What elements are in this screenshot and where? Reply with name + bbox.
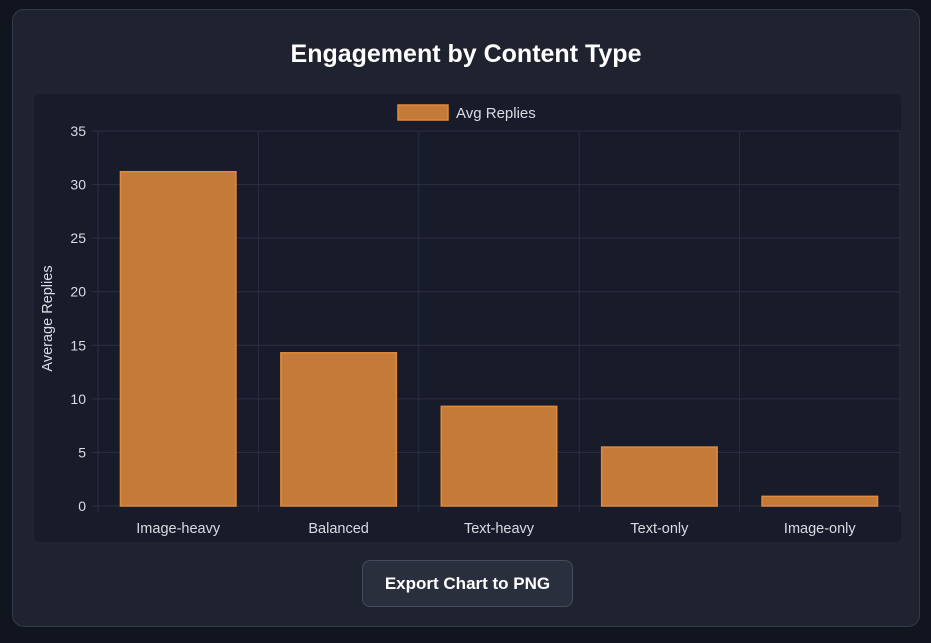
y-tick-label: 35 <box>70 123 86 139</box>
export-chart-button[interactable]: Export Chart to PNG <box>362 560 573 607</box>
chart-panel: 0 5 10 15 20 25 30 35 Image-heavy Balanced Text-he… <box>34 94 901 542</box>
y-tick-label: 0 <box>78 498 86 514</box>
y-tick-label: 10 <box>70 391 86 407</box>
x-tick-label: Balanced <box>308 521 368 537</box>
bar-image-only[interactable] <box>761 495 879 507</box>
x-tick-label: Image-heavy <box>136 521 221 537</box>
bar-text-heavy[interactable] <box>440 405 558 507</box>
bar-balanced[interactable] <box>280 352 398 507</box>
bar-image-heavy[interactable] <box>119 170 237 507</box>
y-tick-label: 20 <box>70 284 86 300</box>
chart-card: Engagement by Content Type 0 5 10 15 20 25 30 3… <box>12 9 920 627</box>
x-tick-label: Image-only <box>784 521 856 537</box>
chart-title: Engagement by Content Type <box>290 40 642 68</box>
y-tick-label: 25 <box>70 230 86 246</box>
x-tick-label: Text-heavy <box>464 521 535 537</box>
y-tick-label: 5 <box>78 444 86 460</box>
legend-label[interactable]: Avg Replies <box>456 105 536 122</box>
x-tick-label: Text-only <box>630 521 689 537</box>
bar-chart: 0 5 10 15 20 25 30 35 Image-heavy Balanced Text-he… <box>40 104 901 537</box>
bar-text-only[interactable] <box>600 446 718 507</box>
y-tick-label: 30 <box>70 177 86 193</box>
y-axis-title: Average Replies <box>40 265 56 371</box>
legend-swatch[interactable] <box>397 104 449 121</box>
y-tick-label: 15 <box>70 337 86 353</box>
